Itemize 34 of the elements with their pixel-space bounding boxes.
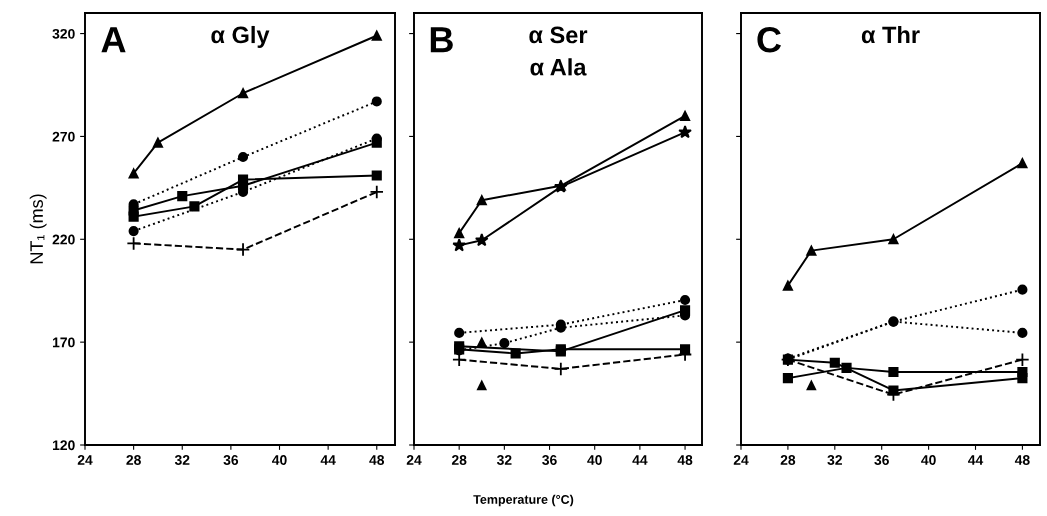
text: α Ser α Ala [529, 26, 588, 76]
x-tick-label: 32 [174, 455, 190, 465]
chart-title: α Thr [861, 25, 920, 44]
x-tick-label: 32 [496, 455, 512, 465]
x-tick-label: 36 [223, 455, 239, 465]
x-tick-label: 36 [542, 455, 557, 465]
x-tick-label: 28 [126, 455, 141, 465]
x-tick-label: 40 [272, 455, 287, 465]
annotation: A [101, 27, 126, 53]
x-axis-title: Temperature (°C) [473, 494, 574, 507]
x-tick-label: 28 [780, 455, 796, 465]
x-tick-label: 40 [921, 455, 936, 465]
x-tick-label: 48 [1014, 455, 1030, 465]
x-tick-label: 44 [320, 455, 336, 465]
x-tick-label: 44 [632, 455, 648, 465]
annotation: B [430, 27, 453, 53]
x-tick-label: 28 [451, 455, 467, 465]
y-tick-label: 320 [52, 28, 75, 39]
y-tick-label: 120 [52, 440, 75, 451]
y-axis-title: NT₁ (ms) [29, 194, 47, 264]
x-tick-label: 40 [587, 455, 602, 465]
x-tick-label: 24 [406, 455, 422, 465]
y-tick-label: 170 [52, 337, 75, 348]
annotation: C [757, 26, 782, 53]
x-tick-label: 44 [968, 455, 984, 465]
x-tick-label: 24 [77, 455, 93, 465]
x-tick-label: 48 [677, 455, 693, 465]
x-tick-label: 48 [369, 455, 385, 465]
x-tick-label: 32 [827, 455, 842, 465]
y-tick-label: 220 [52, 234, 75, 245]
text: α Gly [211, 25, 270, 48]
x-tick-label: 36 [874, 455, 889, 465]
x-tick-label: 24 [733, 455, 749, 465]
y-tick-label: 270 [52, 131, 75, 142]
